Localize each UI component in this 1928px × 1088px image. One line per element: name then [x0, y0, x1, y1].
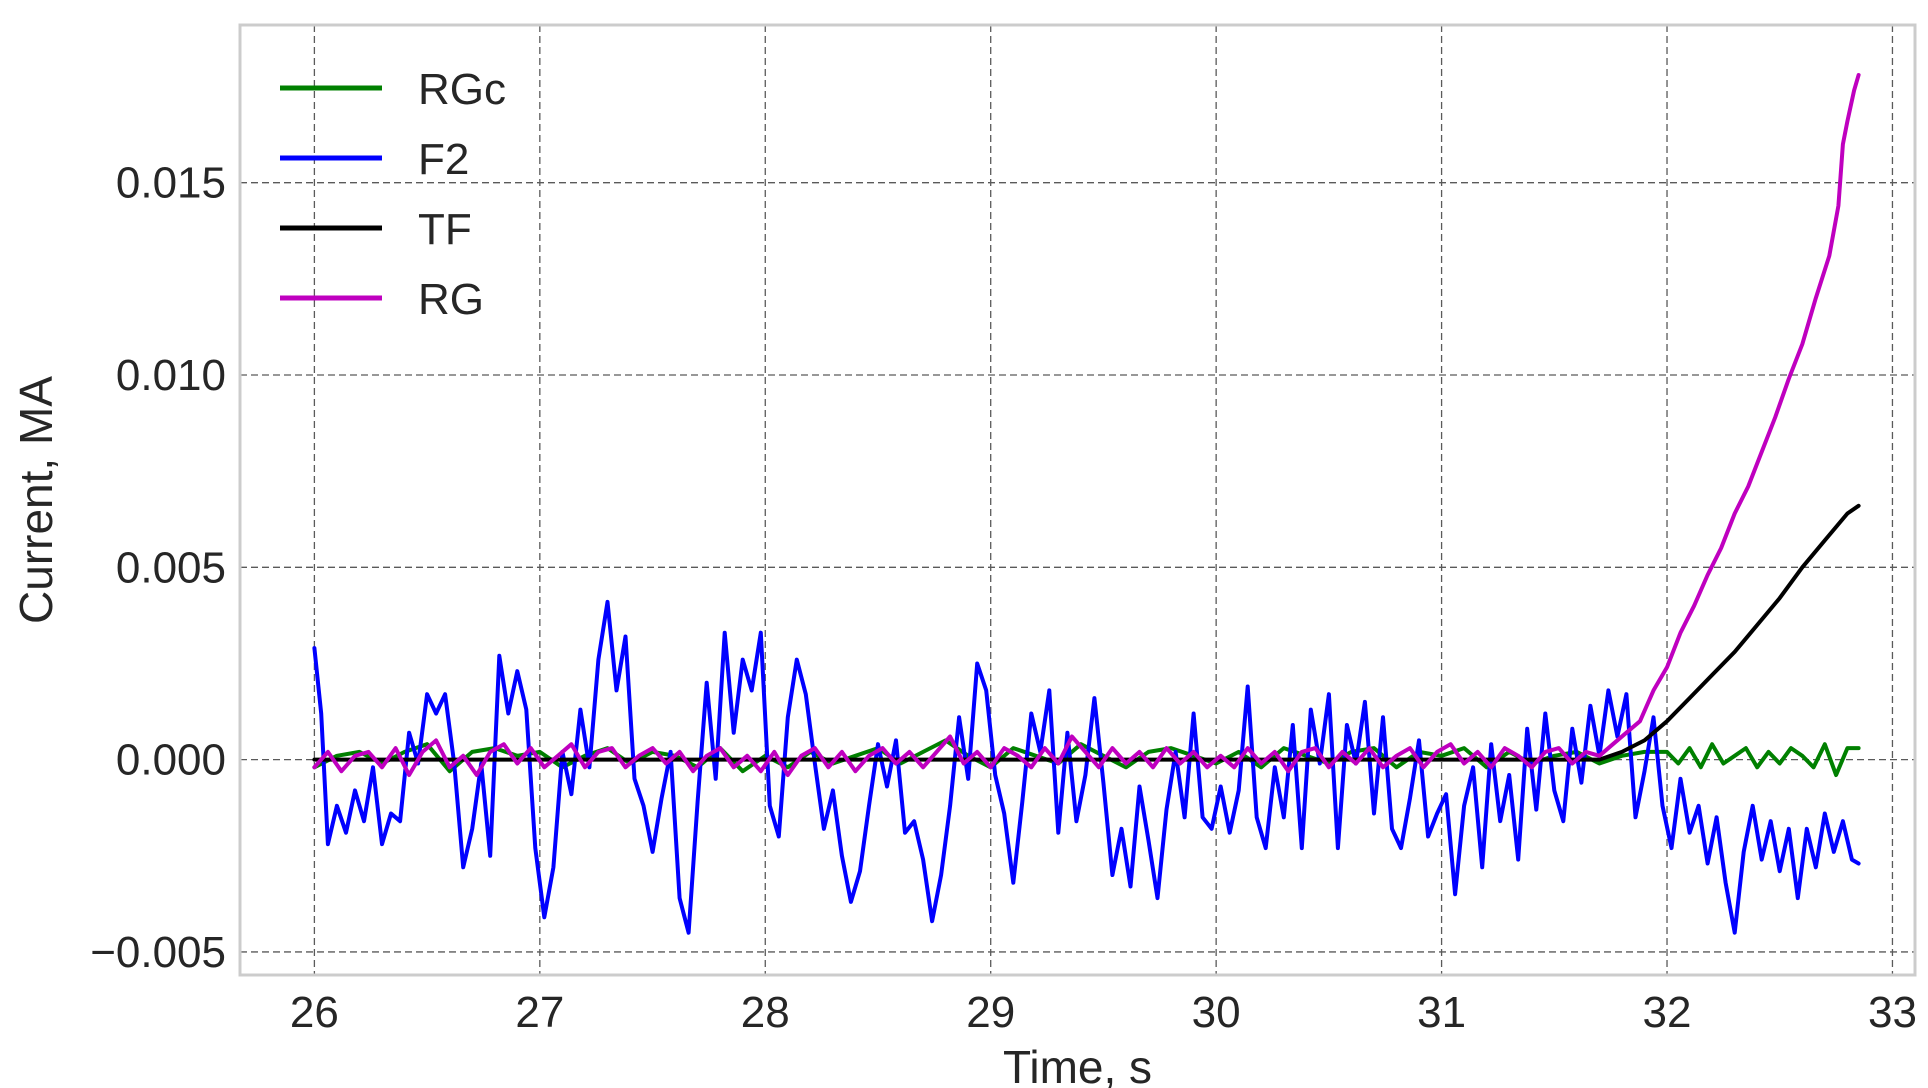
x-tick-label: 30	[1192, 988, 1241, 1037]
legend-item-rg: RG	[280, 275, 484, 324]
x-tick-label: 27	[515, 988, 564, 1037]
series-layer	[312, 73, 1861, 935]
legend-label: RG	[418, 275, 484, 324]
y-tick-label: −0.005	[90, 928, 226, 977]
x-tick-label: 32	[1643, 988, 1692, 1037]
x-tick-label: 28	[741, 988, 790, 1037]
x-tick-label: 26	[290, 988, 339, 1037]
series-line-rg	[312, 73, 1861, 777]
y-tick-label: 0.015	[116, 159, 226, 208]
series-line-tf	[312, 503, 1861, 762]
x-tick-label: 33	[1868, 988, 1917, 1037]
x-tick-label: 31	[1417, 988, 1466, 1037]
x-axis-label: Time, s	[1003, 1041, 1152, 1088]
legend-label: TF	[418, 205, 472, 254]
plot-frame	[238, 23, 1917, 977]
y-axis-label: Current, MA	[10, 376, 62, 624]
y-axis-ticks: −0.005 0.000 0.005 0.010 0.015	[90, 159, 226, 977]
legend-item-rgc: RGc	[280, 65, 506, 114]
legend-label: RGc	[418, 65, 506, 114]
legend-item-tf: TF	[280, 205, 472, 254]
legend-label: F2	[418, 135, 469, 184]
legend: RGc F2 TF RG	[280, 65, 506, 324]
y-tick-label: 0.010	[116, 351, 226, 400]
x-axis-ticks: 26 27 28 29 30 31 32 33	[290, 988, 1917, 1037]
y-tick-label: 0.005	[116, 543, 226, 592]
y-tick-label: 0.000	[116, 736, 226, 785]
series-line-f2	[312, 599, 1861, 935]
legend-item-f2: F2	[280, 135, 469, 184]
x-tick-label: 29	[966, 988, 1015, 1037]
